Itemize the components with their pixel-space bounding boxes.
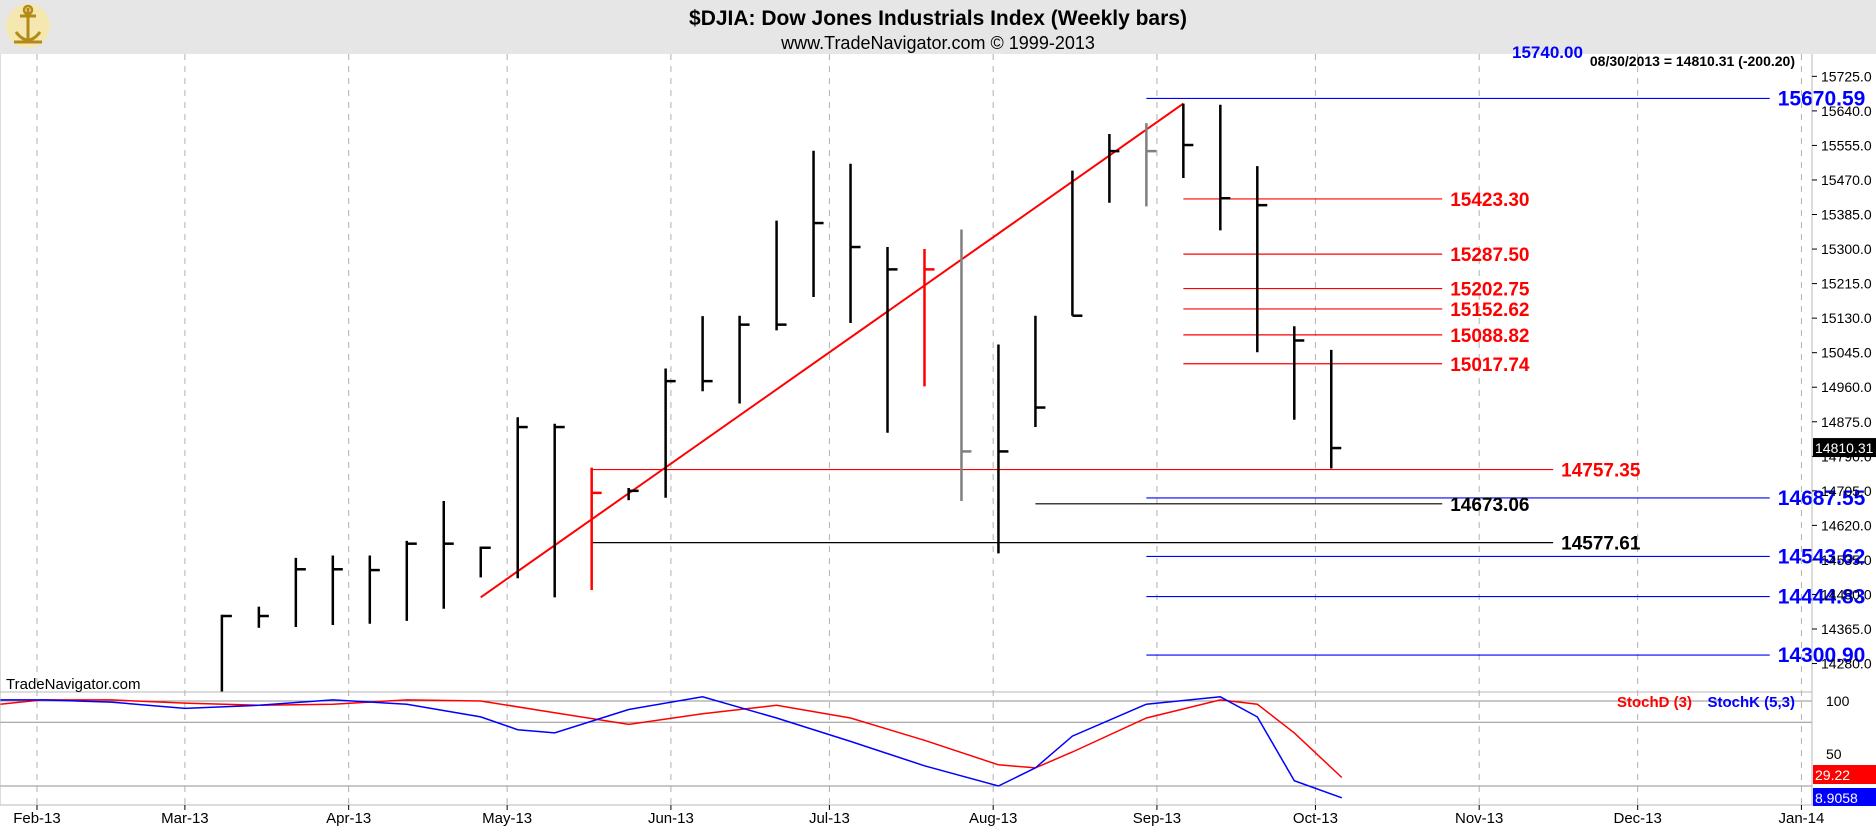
y-tick-label: 15555.0 (1821, 137, 1872, 153)
logo-anchor-shape (14, 8, 42, 44)
level-label: 14444.83 (1778, 586, 1866, 609)
level-label: 14687.55 (1778, 487, 1866, 510)
x-tick-label: Jul-13 (809, 810, 850, 827)
y-tick-label: 15385.0 (1821, 207, 1872, 223)
last-stochd-box (1813, 765, 1876, 784)
y-tick-label: 14960.0 (1821, 379, 1872, 395)
x-tick-label: Oct-13 (1293, 810, 1338, 827)
chart-title: $DJIA: Dow Jones Industrials Index (Week… (689, 7, 1187, 30)
watermark: TradeNavigator.com (6, 676, 141, 693)
y-tick-label: 15300.0 (1821, 241, 1872, 257)
x-tick-label: Jan-14 (1778, 810, 1824, 827)
last-stochd-label: 29.22 (1815, 767, 1850, 783)
level-label: 14757.35 (1561, 461, 1641, 482)
level-label: 14543.62 (1778, 545, 1866, 568)
y-tick-label: 15045.0 (1821, 345, 1872, 361)
x-tick-label: Feb-13 (13, 810, 61, 827)
level-label: 15088.82 (1450, 326, 1529, 347)
logo-icon (6, 4, 50, 48)
level-label: 15423.30 (1450, 190, 1529, 211)
fib-levels: 15670.59 15423.30 15287.50 15202.7515152.62… (591, 87, 1866, 667)
last-stochk-label: 8.9058 (1815, 790, 1858, 806)
level-label: 15017.74 (1450, 355, 1530, 376)
last-stochk-box (1813, 788, 1876, 806)
stoch-y-axis: 100 50 (1826, 693, 1850, 762)
y-tick-label: 14875.0 (1821, 414, 1872, 430)
level-label: 15287.50 (1450, 245, 1529, 266)
level-label: 14300.90 (1778, 644, 1866, 667)
stoch-grid (0, 700, 1812, 787)
last-price-tag: 14810.31 (1813, 438, 1876, 458)
trend-line-group (480, 102, 1184, 599)
last-price-box (1813, 438, 1876, 458)
level-label: 15670.59 (1778, 87, 1866, 110)
last-k-tag: 8.9058 (1813, 788, 1876, 806)
y-tick-label: 14535.0 (1821, 552, 1872, 568)
stochd-line (0, 699, 1343, 779)
legend-stochk: StochK (5,3) (1707, 694, 1795, 711)
x-tick-label: May-13 (482, 810, 532, 827)
price-grid (36, 54, 1802, 805)
price-bars (220, 103, 1342, 692)
price-y-axis: 15725.0 15640.0 15555.0 15470.0 15385.0 15300… (1812, 68, 1872, 672)
y-tick-label: 15215.0 (1821, 276, 1872, 292)
y-tick-label: 15470.0 (1821, 172, 1872, 188)
quote-readout: 08/30/2013 = 14810.31 (-200.20) (1590, 53, 1795, 69)
y-tick-label: 14620.0 (1821, 517, 1872, 533)
level-label: 14577.61 (1561, 534, 1641, 555)
level-label: 14673.06 (1450, 495, 1529, 516)
level-label: 15152.62 (1450, 300, 1529, 321)
last-d-tag: 29.22 (1813, 765, 1876, 784)
title-band (0, 0, 1876, 54)
logo-ring (22, 4, 34, 16)
stoch-y-tick-label: 50 (1826, 746, 1842, 762)
x-tick-label: Jun-13 (648, 810, 694, 827)
x-tick-label: Aug-13 (969, 810, 1017, 827)
x-tick-label: Sep-13 (1133, 810, 1181, 827)
y-tick-label: 14705.0 (1821, 483, 1872, 499)
x-tick-label: Apr-13 (326, 810, 371, 827)
y-tick-label: 14280.0 (1821, 656, 1872, 672)
last-price-label: 14810.31 (1815, 440, 1874, 456)
level-label: 15202.75 (1450, 280, 1530, 301)
y-tick-label: 14365.0 (1821, 621, 1872, 637)
stoch-y-tick-label: 100 (1826, 693, 1850, 709)
chart-subtitle: www.TradeNavigator.com © 1999-2013 (780, 33, 1095, 53)
trend-line (480, 102, 1184, 599)
legend-stochd: StochD (3) (1617, 694, 1692, 711)
x-tick-label: Nov-13 (1455, 810, 1503, 827)
x-tick-label: Mar-13 (161, 810, 209, 827)
y-tick-label: 15130.0 (1821, 310, 1872, 326)
top-partial-level-label: 15740.00 (1512, 43, 1583, 62)
stochastic-lines (0, 696, 1343, 799)
x-axis: Feb-13 Mar-13 Apr-13 May-13 Jun-13 Jul-13 Aug-… (13, 805, 1824, 827)
y-tick-label: 14450.0 (1821, 586, 1872, 602)
y-tick-label: 15725.0 (1821, 68, 1872, 84)
stochk-line (0, 696, 1343, 799)
x-tick-label: Dec-13 (1613, 810, 1661, 827)
y-tick-label: 15640.0 (1821, 103, 1872, 119)
